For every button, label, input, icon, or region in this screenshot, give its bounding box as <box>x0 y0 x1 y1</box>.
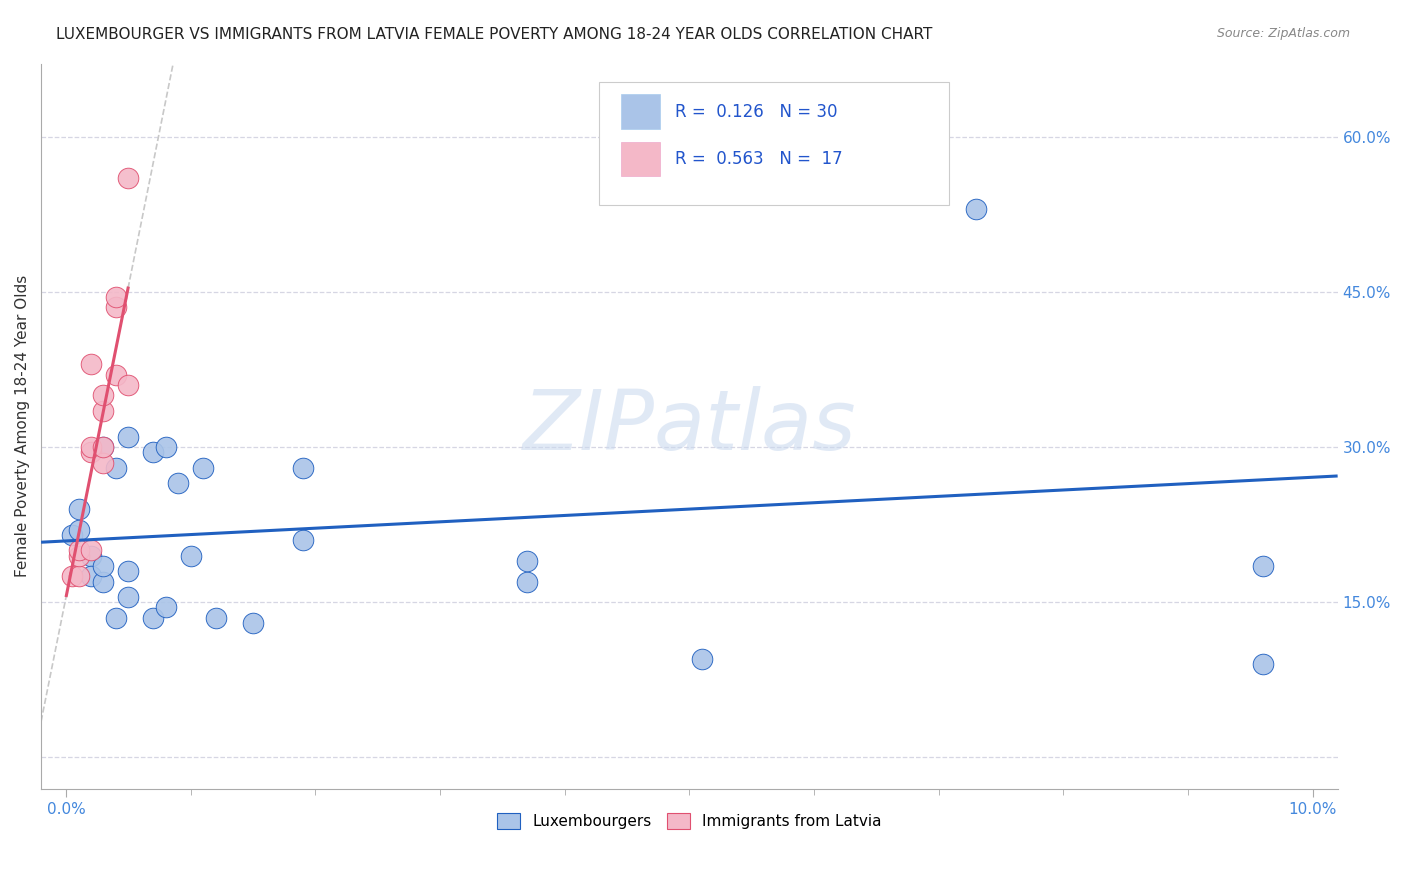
Text: LUXEMBOURGER VS IMMIGRANTS FROM LATVIA FEMALE POVERTY AMONG 18-24 YEAR OLDS CORR: LUXEMBOURGER VS IMMIGRANTS FROM LATVIA F… <box>56 27 932 42</box>
Point <box>142 611 165 625</box>
Point <box>204 611 226 625</box>
Point <box>67 523 90 537</box>
Point <box>142 445 165 459</box>
Point <box>93 388 115 402</box>
Point <box>117 170 139 185</box>
FancyBboxPatch shape <box>620 95 659 129</box>
Point <box>117 564 139 578</box>
Point <box>93 440 115 454</box>
Point <box>167 476 190 491</box>
Point <box>93 404 115 418</box>
Point <box>67 543 90 558</box>
Point <box>80 357 103 371</box>
Text: R =  0.563   N =  17: R = 0.563 N = 17 <box>675 150 842 168</box>
Point <box>93 574 115 589</box>
Legend: Luxembourgers, Immigrants from Latvia: Luxembourgers, Immigrants from Latvia <box>491 807 887 835</box>
Point <box>104 460 127 475</box>
Point <box>291 533 314 548</box>
Point <box>60 528 83 542</box>
Point <box>67 549 90 563</box>
Point <box>117 377 139 392</box>
FancyBboxPatch shape <box>599 82 949 205</box>
Point <box>965 202 987 216</box>
Text: Source: ZipAtlas.com: Source: ZipAtlas.com <box>1216 27 1350 40</box>
Point <box>117 430 139 444</box>
Y-axis label: Female Poverty Among 18-24 Year Olds: Female Poverty Among 18-24 Year Olds <box>15 275 30 577</box>
Point <box>1251 559 1274 574</box>
FancyBboxPatch shape <box>620 142 659 177</box>
Point <box>80 549 103 563</box>
Point <box>1251 657 1274 672</box>
Point <box>80 445 103 459</box>
Point <box>67 569 90 583</box>
Text: R =  0.126   N = 30: R = 0.126 N = 30 <box>675 103 838 121</box>
Point <box>516 574 538 589</box>
Point <box>193 460 215 475</box>
Point <box>180 549 202 563</box>
Point <box>60 569 83 583</box>
Point <box>104 611 127 625</box>
Point <box>104 290 127 304</box>
Point <box>155 600 177 615</box>
Point <box>291 460 314 475</box>
Point <box>93 559 115 574</box>
Point <box>242 615 264 630</box>
Point <box>80 569 103 583</box>
Point <box>67 502 90 516</box>
Point <box>155 440 177 454</box>
Point <box>80 440 103 454</box>
Text: ZIPatlas: ZIPatlas <box>523 386 856 467</box>
Point <box>93 440 115 454</box>
Point <box>516 554 538 568</box>
Point <box>93 456 115 470</box>
Point <box>117 590 139 604</box>
Point <box>690 652 713 666</box>
Point <box>104 300 127 314</box>
Point <box>80 543 103 558</box>
Point <box>104 368 127 382</box>
